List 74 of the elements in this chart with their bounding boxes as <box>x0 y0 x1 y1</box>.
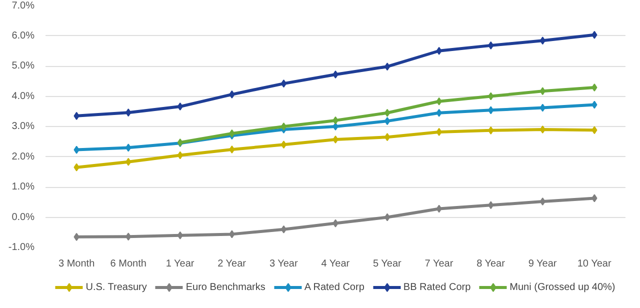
x-tick-label: 2 Year <box>218 258 247 270</box>
y-tick-label: 7.0% <box>12 0 35 12</box>
point <box>126 108 132 117</box>
legend-label: U.S. Treasury <box>86 282 147 292</box>
point <box>540 104 546 112</box>
point <box>229 90 235 98</box>
x-tick-label: 9 Year <box>528 258 558 270</box>
x-tick-label: 4 Year <box>321 258 350 270</box>
point <box>229 145 235 154</box>
point <box>332 116 338 124</box>
point <box>436 46 442 55</box>
x-tick-label: 10 Year <box>577 258 612 270</box>
point <box>436 128 442 136</box>
point <box>384 108 390 117</box>
point <box>488 201 494 210</box>
point <box>384 117 390 126</box>
legend-label: BB Rated Corp <box>403 282 471 292</box>
point <box>74 112 80 120</box>
point <box>126 144 132 152</box>
point <box>126 232 132 241</box>
point <box>74 146 80 154</box>
point <box>332 70 338 78</box>
point <box>488 126 494 134</box>
point <box>436 108 442 117</box>
x-tick-label: 1 Year <box>166 258 195 270</box>
point <box>488 92 494 100</box>
point <box>126 158 132 166</box>
point <box>280 140 287 149</box>
point <box>540 87 546 96</box>
point <box>436 97 442 106</box>
point <box>229 230 235 238</box>
x-tick-label: 6 Month <box>110 258 146 270</box>
y-tick-label: 6.0% <box>12 30 35 42</box>
point <box>488 41 494 50</box>
point <box>229 129 235 138</box>
y-tick-label: 2.0% <box>12 151 35 162</box>
point <box>592 30 598 39</box>
point <box>177 151 183 160</box>
point <box>280 80 287 88</box>
x-tick-label: 8 Year <box>476 258 506 270</box>
x-tick-label: 5 Year <box>373 258 402 270</box>
y-tick-label: -1.0% <box>8 242 35 253</box>
point <box>177 102 183 111</box>
point <box>540 198 546 206</box>
y-tick-label: 5.0% <box>12 60 35 72</box>
point <box>436 204 442 213</box>
point <box>332 219 338 228</box>
point <box>540 36 546 45</box>
legend-label: A Rated Corp <box>304 282 364 292</box>
point <box>332 136 338 144</box>
point <box>488 106 494 114</box>
point <box>280 122 287 130</box>
legend-label: Euro Benchmarks <box>186 282 266 292</box>
point <box>592 83 598 92</box>
point <box>592 100 598 109</box>
point <box>332 122 338 130</box>
legend-label: Muni (Grossed up 40%) <box>510 282 616 292</box>
point <box>74 163 80 172</box>
point <box>592 126 598 134</box>
y-tick-label: 0.0% <box>12 212 35 223</box>
x-tick-label: 7 Year <box>424 258 454 270</box>
point <box>280 225 287 234</box>
point <box>592 194 598 202</box>
y-tick-label: 1.0% <box>12 182 35 192</box>
x-tick-label: 3 Month <box>58 258 95 270</box>
point <box>177 231 183 240</box>
y-tick-label: 3.0% <box>12 121 35 132</box>
point <box>384 213 390 222</box>
point <box>384 62 390 71</box>
point <box>540 126 546 134</box>
y-tick-label: 4.0% <box>12 90 35 102</box>
point <box>74 232 80 241</box>
point <box>384 133 390 142</box>
x-tick-label: 3 Year <box>269 258 298 270</box>
